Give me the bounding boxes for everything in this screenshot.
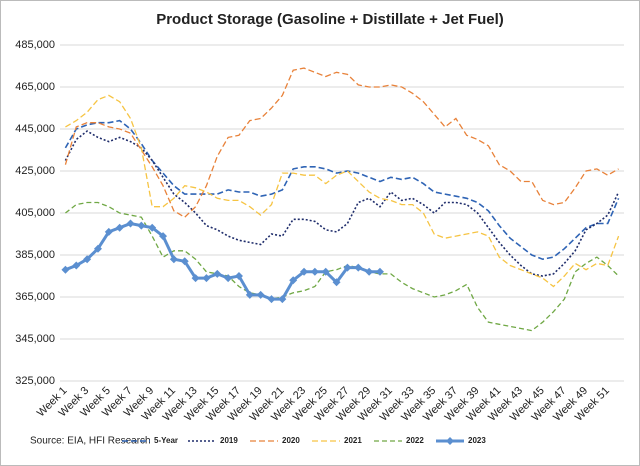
y-tick-label: 345,000 bbox=[15, 333, 55, 345]
series-line bbox=[64, 130, 620, 277]
legend-label: 2019 bbox=[220, 436, 238, 445]
series-marker bbox=[126, 219, 135, 228]
series-marker bbox=[72, 261, 81, 270]
series-marker bbox=[115, 223, 124, 232]
legend-label: 2023 bbox=[468, 436, 486, 445]
y-tick-label: 485,000 bbox=[15, 39, 55, 51]
series-marker bbox=[245, 290, 254, 299]
series-marker bbox=[104, 227, 113, 236]
series-marker bbox=[159, 232, 168, 241]
series-line bbox=[65, 201, 620, 332]
series-line bbox=[64, 67, 619, 219]
series-marker bbox=[224, 274, 233, 283]
y-tick-label: 425,000 bbox=[15, 165, 55, 177]
series-marker bbox=[278, 295, 287, 304]
series-marker bbox=[61, 265, 70, 274]
series-marker bbox=[310, 267, 319, 276]
series-line bbox=[64, 119, 620, 261]
series-marker bbox=[256, 290, 265, 299]
series-marker bbox=[148, 223, 157, 232]
legend-marker bbox=[446, 437, 454, 445]
series-marker bbox=[137, 221, 146, 230]
legend-label: 5-Year bbox=[154, 436, 178, 445]
series-marker bbox=[83, 255, 92, 264]
series-marker bbox=[321, 267, 330, 276]
legend-label: 2021 bbox=[344, 436, 362, 445]
legend-label: 2020 bbox=[282, 436, 300, 445]
series-marker bbox=[354, 263, 363, 272]
chart-title: Product Storage (Gasoline + Distillate +… bbox=[156, 11, 504, 28]
y-tick-label: 325,000 bbox=[15, 375, 55, 387]
legend-label: 2022 bbox=[406, 436, 424, 445]
series-marker bbox=[289, 276, 298, 285]
series-marker bbox=[375, 267, 384, 276]
series-marker bbox=[213, 269, 222, 278]
y-tick-label: 385,000 bbox=[15, 249, 55, 261]
series-marker bbox=[300, 267, 309, 276]
series-marker bbox=[191, 274, 200, 283]
series-marker bbox=[169, 255, 178, 264]
series-marker bbox=[93, 244, 102, 253]
series-marker bbox=[234, 272, 243, 280]
series-marker bbox=[365, 267, 374, 276]
y-tick-label: 405,000 bbox=[15, 207, 55, 219]
series-line bbox=[65, 94, 620, 288]
y-tick-label: 445,000 bbox=[15, 123, 55, 135]
source-note: Source: EIA, HFI Research bbox=[30, 436, 151, 447]
series-marker bbox=[343, 263, 352, 272]
y-tick-label: 365,000 bbox=[15, 291, 55, 303]
series-marker bbox=[267, 295, 276, 304]
series-marker bbox=[180, 257, 189, 266]
series-marker bbox=[332, 278, 341, 287]
y-tick-label: 465,000 bbox=[15, 81, 55, 93]
series-marker bbox=[202, 274, 211, 283]
